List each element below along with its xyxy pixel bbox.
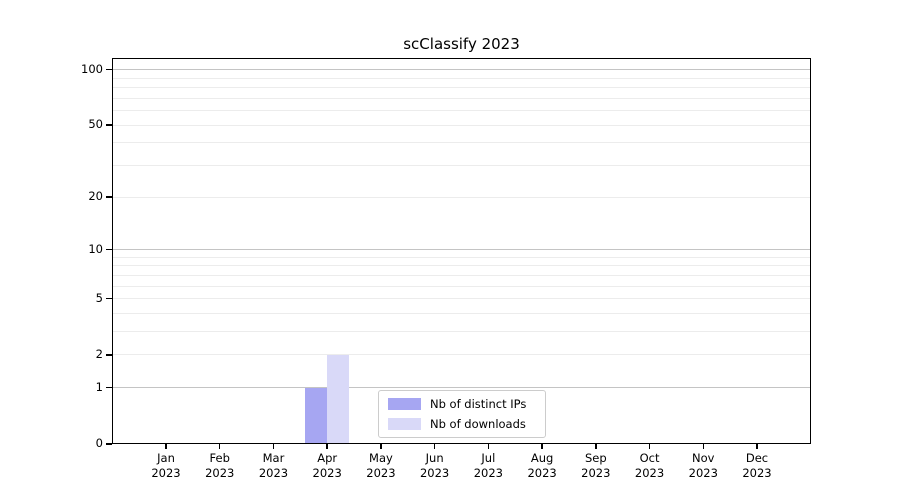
y-axis-tick bbox=[106, 297, 112, 300]
x-axis-tick bbox=[541, 444, 543, 449]
y-axis-tick bbox=[106, 124, 112, 126]
y-axis-tick-label: 100 bbox=[81, 61, 103, 76]
x-label-year: 2023 bbox=[366, 466, 396, 480]
legend-swatch-distinct-ips bbox=[388, 398, 421, 410]
legend-label-downloads: Nb of downloads bbox=[430, 417, 526, 431]
gridline-minor bbox=[112, 285, 811, 287]
x-axis-tick bbox=[219, 444, 221, 449]
gridline-minor bbox=[112, 274, 811, 276]
y-axis-tick-label: 2 bbox=[95, 346, 103, 361]
gridline-minor bbox=[112, 331, 811, 333]
x-label-month: Apr bbox=[317, 451, 338, 465]
x-axis-tick bbox=[380, 444, 382, 449]
y-axis-tick-label: 0 bbox=[95, 436, 103, 450]
y-axis-tick bbox=[106, 69, 112, 71]
x-axis-tick-label: May 2023 bbox=[354, 451, 408, 481]
x-label-year: 2023 bbox=[527, 466, 557, 480]
gridline-minor bbox=[112, 124, 811, 126]
x-axis-tick bbox=[326, 444, 328, 449]
y-axis-tick bbox=[106, 387, 112, 389]
x-axis-tick-label: Oct 2023 bbox=[623, 451, 677, 481]
x-label-year: 2023 bbox=[742, 466, 772, 480]
y-axis-tick bbox=[106, 354, 112, 356]
x-label-month: Aug bbox=[530, 451, 554, 465]
gridline-major bbox=[112, 387, 811, 389]
gridline-minor bbox=[112, 312, 811, 314]
legend-item-distinct-ips: Nb of distinct IPs bbox=[379, 396, 545, 413]
x-label-year: 2023 bbox=[634, 466, 665, 480]
x-axis-tick bbox=[165, 444, 167, 449]
x-axis-tick bbox=[272, 444, 275, 449]
gridline-minor bbox=[112, 165, 811, 166]
legend-swatch-downloads bbox=[388, 418, 421, 430]
x-label-year: 2023 bbox=[151, 466, 181, 480]
x-axis-tick bbox=[756, 444, 758, 449]
y-axis-tick bbox=[106, 196, 112, 198]
x-label-month: Dec bbox=[745, 451, 769, 465]
x-label-year: 2023 bbox=[688, 466, 718, 480]
x-axis-tick-label: Jun 2023 bbox=[408, 451, 462, 481]
y-axis-tick-label: 1 bbox=[95, 379, 103, 394]
x-axis-tick bbox=[487, 444, 490, 449]
x-label-month: Sep bbox=[584, 451, 607, 465]
gridline-minor bbox=[112, 298, 811, 300]
x-axis-tick-label: Mar 2023 bbox=[246, 451, 300, 481]
x-axis-tick-label: Jan 2023 bbox=[139, 451, 193, 481]
x-axis-tick-label: Dec 2023 bbox=[730, 451, 784, 481]
legend-label-distinct-ips: Nb of distinct IPs bbox=[430, 397, 527, 411]
plot-area-border bbox=[112, 58, 811, 444]
x-axis-tick-label: Feb 2023 bbox=[193, 451, 247, 481]
x-label-month: Mar bbox=[262, 451, 285, 465]
x-axis-tick-label: Jul 2023 bbox=[461, 451, 515, 481]
y-axis-tick bbox=[106, 443, 112, 445]
gridline-minor bbox=[112, 196, 811, 198]
x-label-year: 2023 bbox=[312, 466, 342, 480]
legend-item-downloads: Nb of downloads bbox=[379, 416, 545, 433]
x-axis-tick-label: Aug 2023 bbox=[515, 451, 569, 481]
x-axis-tick bbox=[702, 444, 704, 449]
y-axis-tick-label: 50 bbox=[88, 117, 103, 132]
x-axis-tick bbox=[433, 444, 436, 449]
x-label-year: 2023 bbox=[258, 466, 289, 480]
x-label-month: Oct bbox=[639, 451, 660, 465]
chart-title: scClassify 2023 bbox=[403, 35, 520, 53]
x-label-month: Jan bbox=[157, 451, 175, 465]
gridline-major bbox=[112, 69, 811, 71]
x-axis-tick-label: Apr 2023 bbox=[300, 451, 354, 481]
x-label-month: May bbox=[369, 451, 393, 465]
x-label-year: 2023 bbox=[419, 466, 450, 480]
y-axis-tick-label: 10 bbox=[88, 241, 103, 256]
gridline-minor bbox=[112, 97, 811, 99]
x-label-month: Jul bbox=[481, 451, 496, 465]
gridline-minor bbox=[112, 265, 811, 267]
x-label-year: 2023 bbox=[581, 466, 611, 480]
x-axis-tick-label: Sep 2023 bbox=[569, 451, 623, 481]
x-axis-tick-label: Nov 2023 bbox=[676, 451, 730, 481]
x-label-month: Nov bbox=[692, 451, 715, 465]
gridline-minor bbox=[112, 354, 811, 356]
bar-downloads bbox=[327, 354, 350, 444]
x-label-month: Feb bbox=[209, 451, 230, 465]
x-label-year: 2023 bbox=[473, 466, 503, 480]
x-label-month: Jun bbox=[425, 451, 444, 465]
gridline-minor bbox=[112, 142, 811, 144]
gridline-minor bbox=[112, 256, 811, 258]
gridline-minor bbox=[112, 77, 811, 79]
x-axis-tick bbox=[648, 444, 651, 449]
x-label-year: 2023 bbox=[205, 466, 235, 480]
gridline-minor bbox=[112, 110, 811, 112]
legend: Nb of distinct IPs Nb of downloads bbox=[378, 390, 546, 438]
y-axis-tick-label: 20 bbox=[88, 189, 103, 204]
x-axis-tick bbox=[595, 444, 597, 449]
y-axis-tick-label: 5 bbox=[95, 290, 103, 305]
gridline-minor bbox=[112, 87, 811, 89]
gridline-major bbox=[112, 249, 811, 251]
bar-distinct-ips bbox=[305, 387, 328, 444]
y-axis-tick bbox=[106, 248, 112, 251]
